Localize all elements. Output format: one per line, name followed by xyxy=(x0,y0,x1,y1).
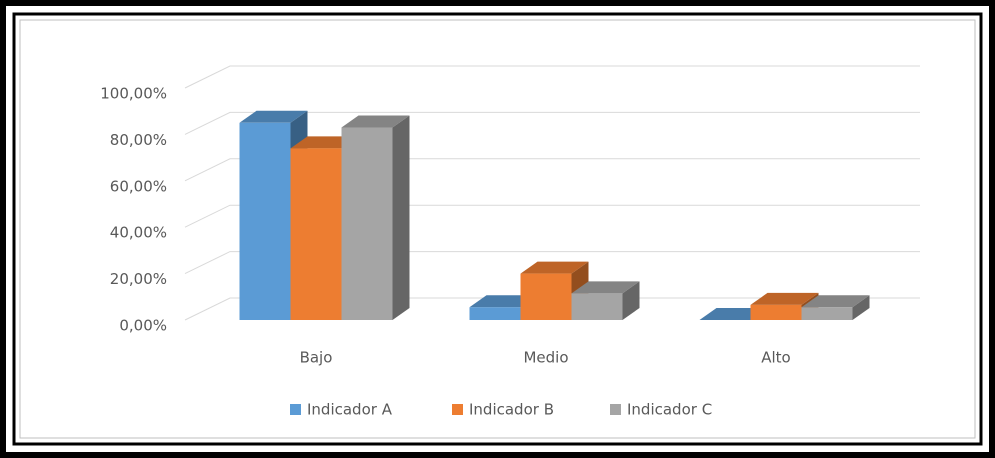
legend-swatch xyxy=(290,404,301,415)
legend-swatch xyxy=(610,404,621,415)
bar-top xyxy=(239,110,308,123)
bar xyxy=(801,295,870,320)
grid-line xyxy=(184,65,920,89)
bar-side xyxy=(622,281,640,320)
plot-frame xyxy=(19,19,976,439)
bar-front xyxy=(750,304,802,320)
legend-label: Indicador A xyxy=(307,401,393,419)
y-tick-label: 60,00% xyxy=(110,177,167,195)
x-tick-label: Bajo xyxy=(300,349,333,367)
inner-frame xyxy=(12,12,983,446)
y-tick-label: 80,00% xyxy=(110,131,167,149)
bar-top xyxy=(801,295,870,308)
bar-top xyxy=(750,292,819,305)
grid-line xyxy=(184,251,920,275)
bar xyxy=(571,281,640,320)
bar-side xyxy=(392,115,410,320)
bar-front xyxy=(571,293,623,320)
grid-line xyxy=(184,158,920,182)
x-tick-label: Alto xyxy=(761,349,791,367)
y-tick-label: 0,00% xyxy=(119,317,167,335)
bar-side xyxy=(852,295,870,320)
bar-front xyxy=(469,307,521,320)
bar-top xyxy=(341,115,410,128)
bar-top xyxy=(520,261,589,274)
y-tick-label: 20,00% xyxy=(110,270,167,288)
grid-line xyxy=(184,297,920,321)
grid-line xyxy=(184,111,920,135)
bar-front xyxy=(239,122,291,320)
grid-line xyxy=(184,204,920,228)
bar-front xyxy=(341,127,393,320)
bar-front xyxy=(801,307,853,320)
legend-label: Indicador B xyxy=(469,401,554,419)
legend-label: Indicador C xyxy=(627,401,712,419)
y-tick-label: 40,00% xyxy=(110,224,167,242)
bar-top xyxy=(571,281,640,294)
y-tick-label: 100,00% xyxy=(100,85,167,103)
legend-swatch xyxy=(452,404,463,415)
bar-front xyxy=(520,273,572,320)
bar xyxy=(341,115,410,320)
x-tick-label: Medio xyxy=(523,349,568,367)
bar-front xyxy=(290,148,342,320)
